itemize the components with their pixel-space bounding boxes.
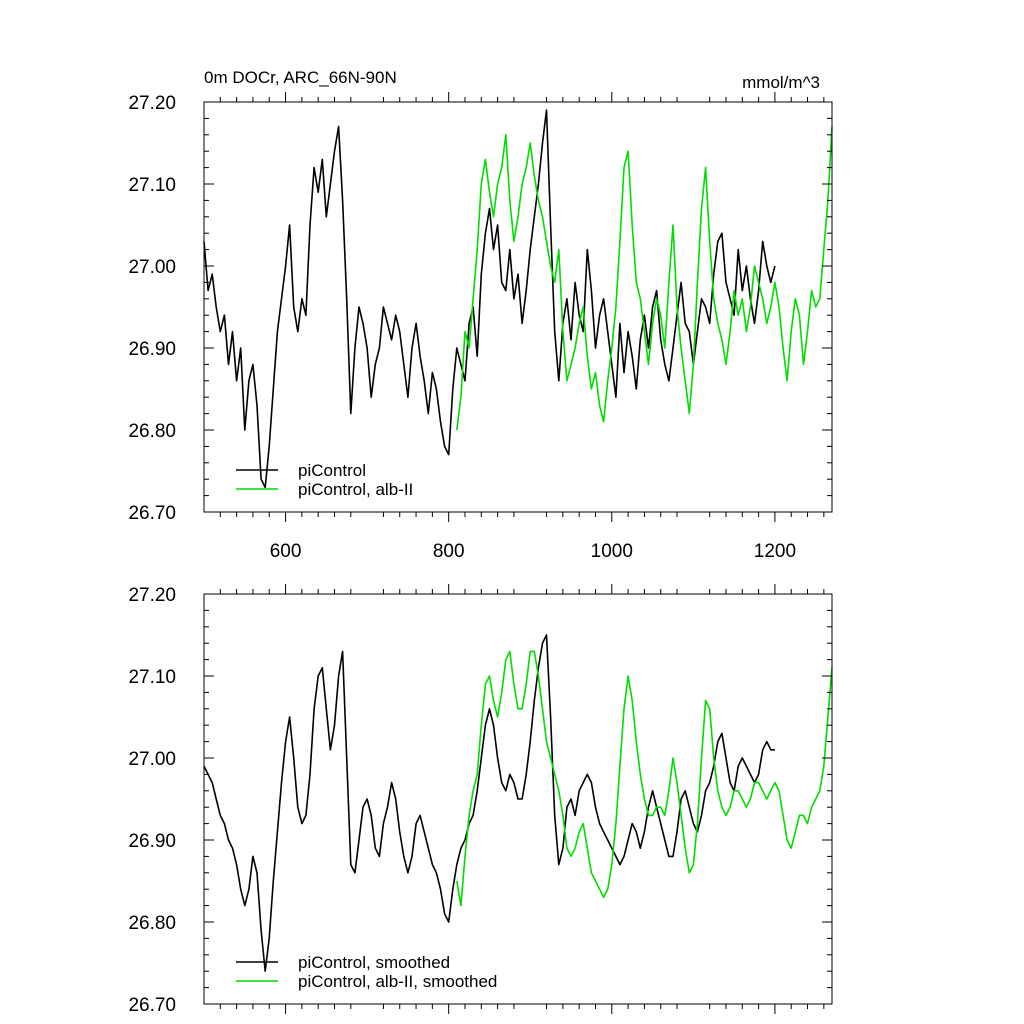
y-tick-label: 27.20: [128, 585, 176, 606]
y-tick-label: 27.10: [128, 667, 176, 688]
legend-label-0: piControl: [298, 461, 366, 480]
y-tick-label: 27.00: [128, 749, 176, 770]
series-line-1: [456, 650, 833, 907]
top-panel: 0m DOCr, ARC_66N-90N mmol/m^3 26.70 26.80…: [128, 68, 833, 562]
plot-frame: [203, 593, 833, 1005]
chart-title: 0m DOCr, ARC_66N-90N: [204, 68, 397, 87]
series-layer: [203, 634, 833, 973]
series-line-1: [456, 126, 833, 431]
y-tick-label: 26.80: [128, 421, 176, 442]
y-tick-label: 26.90: [128, 339, 176, 360]
y-tick-label: 27.20: [128, 93, 176, 114]
x-tick-label: 800: [433, 541, 465, 562]
y-tick-label: 26.80: [128, 913, 176, 934]
series-layer: [203, 109, 833, 489]
units-label: mmol/m^3: [742, 73, 820, 92]
legend-label-0: piControl, smoothed: [298, 953, 450, 972]
y-tick-label: 26.70: [128, 995, 176, 1016]
y-tick-label: 26.70: [128, 503, 176, 524]
series-line-0: [203, 109, 776, 489]
x-tick-label: 1200: [754, 541, 796, 562]
bottom-panel: 26.70 26.80 26.90 27.00 27.10 27.20 piControl…: [128, 584, 833, 1016]
x-tick-label: 1000: [591, 541, 633, 562]
y-tick-label: 27.00: [128, 257, 176, 278]
x-tick-label: 600: [270, 541, 302, 562]
series-line-0: [203, 634, 775, 973]
tick-layer: 26.70 26.80 26.90 27.00 27.10 27.20: [128, 584, 832, 1016]
legend-label-1: piControl, alb-II: [298, 480, 413, 499]
plot-frame: [203, 101, 833, 513]
legend-label-1: piControl, alb-II, smoothed: [298, 972, 497, 991]
tick-layer: 26.70 26.80 26.90 27.00 27.10 27.20 600 800 1000…: [128, 92, 832, 562]
y-tick-label: 27.10: [128, 175, 176, 196]
y-tick-label: 26.90: [128, 831, 176, 852]
